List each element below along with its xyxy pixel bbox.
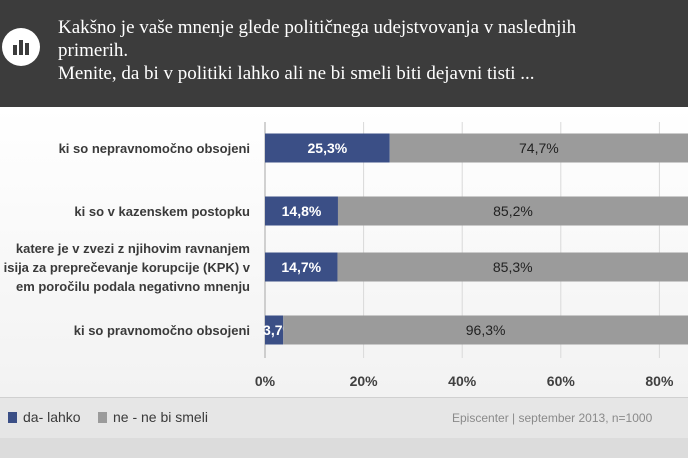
bar-segment <box>265 196 338 226</box>
bar-segment <box>265 252 338 282</box>
chart-legend: da- lahko ne - ne bi smeli Episcenter | … <box>0 397 688 438</box>
footer-strip <box>0 438 688 458</box>
category-label: ki so nepravnomočno obsojeni <box>59 141 250 156</box>
stacked-bar-chart: 0%20%40%60%80%1025,3%74,7%ki so nepravno… <box>4 122 688 389</box>
data-label: 85,2% <box>493 203 533 219</box>
legend-item-da-lahko: da- lahko <box>8 409 81 425</box>
source-note: Episcenter | september 2013, n=1000 <box>452 411 653 425</box>
chart-header: Kakšno je vaše mnenje glede političnega … <box>0 0 688 107</box>
data-label: 96,3% <box>466 322 506 338</box>
bar-segment <box>337 196 688 226</box>
chart-area: 0%20%40%60%80%1025,3%74,7%ki so nepravno… <box>0 107 688 397</box>
legend-swatch-ne-ne-bi-smeli <box>98 412 107 423</box>
title-line-3: Menite, da bi v politiki lahko ali ne bi… <box>58 63 535 84</box>
category-label: ki so v kazenskem postopku <box>74 204 250 219</box>
category-label: katere je v zvezi z njihovim ravnanjem <box>16 241 250 256</box>
category-label: isija za preprečevanje korupcije (KPK) v <box>4 260 251 275</box>
data-label: 14,8% <box>282 203 322 219</box>
x-tick-label: 40% <box>448 373 477 389</box>
data-label: 14,7% <box>281 259 321 275</box>
legend-label-ne-ne-bi-smeli: ne - ne bi smeli <box>113 409 208 425</box>
legend-swatch-da-lahko <box>8 412 17 423</box>
chart-title: Kakšno je vaše mnenje glede političnega … <box>58 16 576 85</box>
data-label: 25,3% <box>308 140 348 156</box>
bar-chart-icon <box>2 28 40 66</box>
legend-item-ne-ne-bi-smeli: ne - ne bi smeli <box>98 409 208 425</box>
category-label: em poročilu podala negativno mnenju <box>16 279 250 294</box>
category-label: ki so pravnomočno obsojeni <box>74 323 250 338</box>
title-line-1: Kakšno je vaše mnenje glede političnega … <box>58 17 577 38</box>
x-tick-label: 0% <box>255 373 276 389</box>
legend-label-da-lahko: da- lahko <box>23 409 81 425</box>
bar-segment <box>265 315 284 345</box>
x-tick-label: 60% <box>547 373 576 389</box>
x-tick-label: 80% <box>645 373 674 389</box>
bar-segment <box>337 252 688 282</box>
bar-segment <box>389 133 688 163</box>
data-label: 74,7% <box>519 140 559 156</box>
x-tick-label: 20% <box>350 373 379 389</box>
bar-segment <box>265 133 390 163</box>
bar-segment <box>283 315 688 345</box>
data-label: 85,3% <box>493 259 533 275</box>
title-line-2: primerih. <box>58 40 129 61</box>
